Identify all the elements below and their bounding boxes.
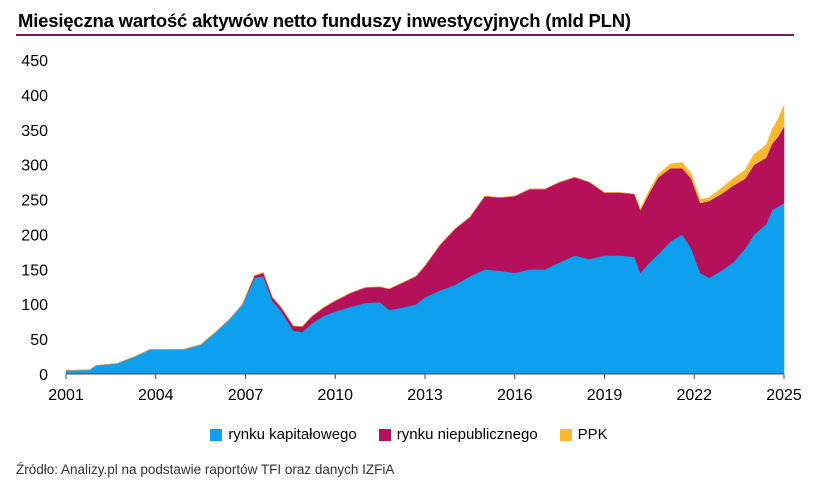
y-tick-label: 50	[30, 332, 48, 349]
legend-item-niepubliczny: rynku niepublicznego	[378, 426, 538, 443]
legend: rynku kapitałowego rynku niepublicznego …	[0, 426, 818, 443]
y-tick-label: 400	[21, 88, 48, 105]
legend-swatch-niepubliczny	[378, 428, 391, 441]
legend-swatch-ppk	[559, 428, 572, 441]
legend-item-kapitalowy: rynku kapitałowego	[210, 426, 357, 443]
area-series-ppk	[65, 105, 785, 371]
legend-item-ppk: PPK	[559, 426, 608, 443]
title-rule	[16, 34, 794, 36]
x-tick-label: 2013	[407, 387, 443, 404]
x-tick-label: 2004	[138, 387, 174, 404]
legend-label-ppk: PPK	[577, 426, 608, 443]
legend-label-kapitalowy: rynku kapitałowego	[228, 426, 357, 443]
stacked-area-chart: 0 50 100 150 200 250 300 350 400 450 2001 2004 2007 2…	[21, 53, 802, 404]
y-tick-label: 250	[21, 193, 48, 210]
legend-swatch-kapitalowy	[210, 428, 223, 441]
x-tick-label: 2007	[228, 387, 264, 404]
y-tick-label: 450	[21, 53, 48, 70]
y-tick-label: 100	[21, 297, 48, 314]
x-tick-label: 2019	[587, 387, 623, 404]
chart-title: Miesięczna wartość aktywów netto fundusz…	[18, 10, 631, 31]
x-tick-label: 2010	[317, 387, 353, 404]
x-tick-label: 2025	[766, 387, 802, 404]
y-tick-label: 200	[21, 227, 48, 244]
y-tick-label: 150	[21, 262, 48, 279]
y-tick-label: 350	[21, 123, 48, 140]
x-tick-label: 2016	[497, 387, 533, 404]
x-tick-label: 2001	[48, 387, 84, 404]
legend-label-niepubliczny: rynku niepublicznego	[396, 426, 538, 443]
x-tick-label: 2022	[676, 387, 712, 404]
y-tick-label: 0	[39, 367, 48, 384]
source-note: Źródło: Analizy.pl na podstawie raportów…	[16, 462, 395, 477]
y-tick-label: 300	[21, 158, 48, 175]
